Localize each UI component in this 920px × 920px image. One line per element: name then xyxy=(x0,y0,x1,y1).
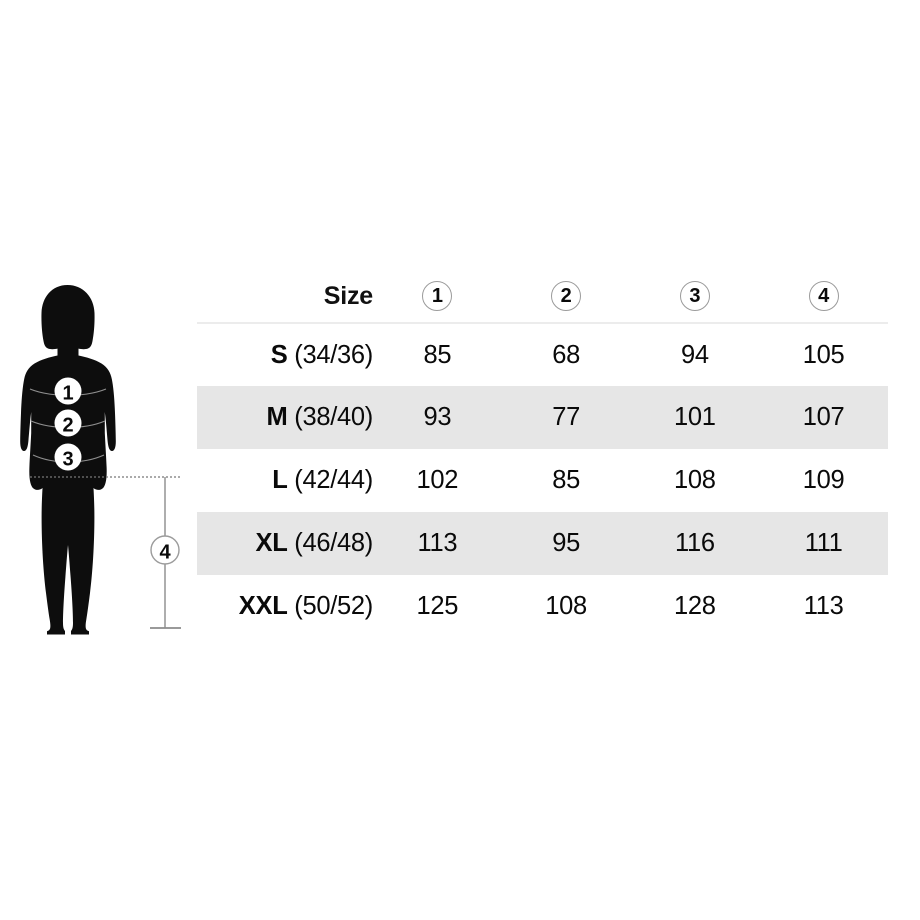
cell-measure-1: 113 xyxy=(417,529,458,557)
body-marker-3: 3 xyxy=(54,443,82,471)
cell-measure-2: 85 xyxy=(552,466,580,494)
cell-measure-1: 85 xyxy=(423,340,452,369)
size-range: (46/48) xyxy=(294,529,373,557)
column-header-3: 3 xyxy=(630,270,760,324)
circled-number-3-icon: 3 xyxy=(679,281,710,311)
cell-measure-1: 125 xyxy=(416,592,459,620)
cell-measure-2: 108 xyxy=(545,592,587,620)
body-marker-group: 1 2 3 xyxy=(54,377,82,471)
size-code: L xyxy=(272,466,288,494)
cell-measure-1: 93 xyxy=(423,403,452,431)
size-range: (50/52) xyxy=(294,592,373,620)
body-marker-3-label: 3 xyxy=(62,449,73,471)
row-size-label: XL (46/48) xyxy=(197,512,374,575)
cell-measure-4: 109 xyxy=(802,466,845,494)
body-marker-4: 4 xyxy=(150,535,180,565)
row-size-label: L (42/44) xyxy=(197,449,373,512)
size-range: (34/36) xyxy=(294,340,373,369)
cell-measure-3: 108 xyxy=(674,466,716,494)
size-code: XL xyxy=(255,529,288,557)
cell-measure-4: 111 xyxy=(804,529,843,557)
cell-measure-4: 113 xyxy=(803,592,844,620)
size-code: XXL xyxy=(238,592,288,620)
table-row: XXL (50/52) 125 108 128 113 xyxy=(197,575,888,638)
table-row: L (42/44) 102 85 108 109 xyxy=(197,449,888,512)
row-size-label: M (38/40) xyxy=(197,386,374,449)
cell-measure-1: 102 xyxy=(416,466,459,494)
cell-measure-2: 68 xyxy=(552,340,580,369)
size-table-head: Size 1 2 3 4 xyxy=(197,270,888,324)
size-code: M xyxy=(266,403,288,431)
column-header-2: 2 xyxy=(501,270,631,324)
size-range: (38/40) xyxy=(294,403,373,431)
table-header-row: Size 1 2 3 4 xyxy=(197,270,888,324)
circled-number-2-icon: 2 xyxy=(551,281,582,311)
body-marker-1-label: 1 xyxy=(62,383,73,405)
body-marker-2-label: 2 xyxy=(62,415,73,437)
size-table: Size 1 2 3 4 xyxy=(197,270,888,638)
size-code: S xyxy=(270,340,288,369)
body-marker-1: 1 xyxy=(54,377,82,405)
circled-number-1-icon: 1 xyxy=(422,281,453,311)
cell-measure-3: 116 xyxy=(674,529,715,557)
circled-number-4-icon: 4 xyxy=(808,281,839,311)
cell-measure-2: 77 xyxy=(552,403,580,431)
column-header-4: 4 xyxy=(759,270,888,324)
size-table-body: S (34/36) 85 68 94 105 M (38/40) 93 77 1… xyxy=(197,323,888,638)
column-header-size: Size xyxy=(197,270,373,324)
row-size-label: XXL (50/52) xyxy=(197,575,374,638)
cell-measure-3: 101 xyxy=(674,403,716,431)
body-figure: 1 2 3 4 xyxy=(0,255,200,655)
female-body-silhouette-svg: 1 2 3 4 xyxy=(20,285,181,635)
column-header-1: 1 xyxy=(373,270,502,324)
size-range: (42/44) xyxy=(294,466,373,494)
row-size-label: S (34/36) xyxy=(197,323,374,386)
table-row: S (34/36) 85 68 94 105 xyxy=(197,323,888,386)
cell-measure-4: 105 xyxy=(802,340,845,369)
table-row: XL (46/48) 113 95 116 111 xyxy=(197,512,888,575)
cell-measure-3: 128 xyxy=(674,592,716,620)
body-marker-4-label: 4 xyxy=(159,542,171,564)
body-marker-2: 2 xyxy=(54,409,82,437)
cell-measure-3: 94 xyxy=(680,340,709,369)
size-table-wrap: Size 1 2 3 4 xyxy=(197,270,888,638)
cell-measure-2: 95 xyxy=(552,529,580,557)
cell-measure-4: 107 xyxy=(802,403,845,431)
table-row: M (38/40) 93 77 101 107 xyxy=(197,386,888,449)
